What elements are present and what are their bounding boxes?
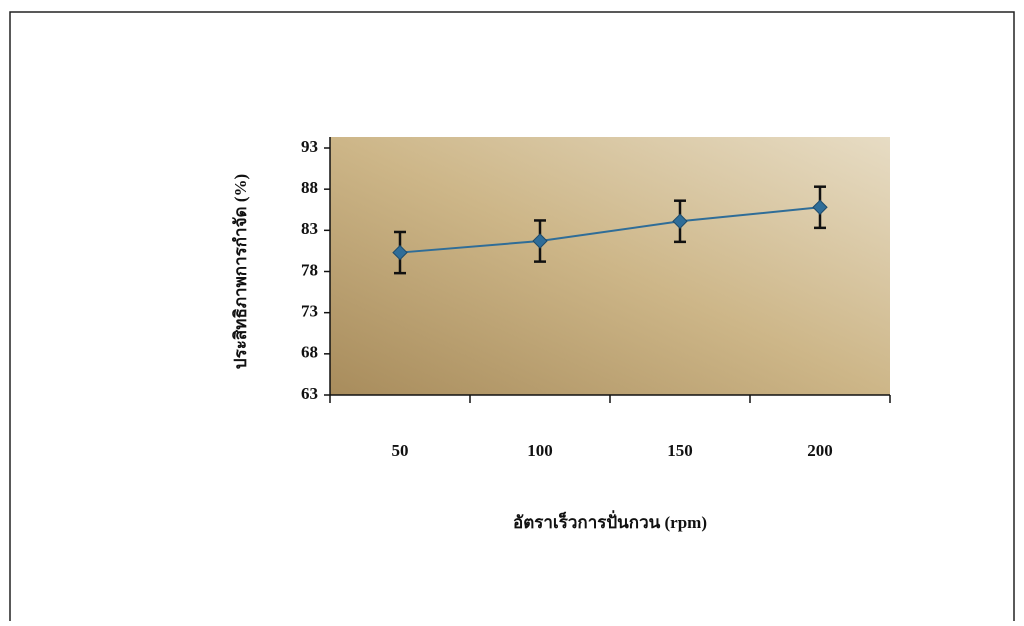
x-tick-label: 150 (667, 441, 693, 460)
data-point (812, 199, 828, 215)
page-frame (9, 11, 1015, 626)
data-point (392, 244, 408, 261)
plot-area (330, 137, 890, 395)
x-axis-label: อัตราเร็วการปั่นกวน (rpm) (513, 510, 707, 532)
y-tick-label: 93 (301, 137, 318, 156)
data-line (399, 206, 821, 254)
y-tick-label: 68 (301, 343, 318, 362)
data-point (532, 233, 548, 249)
y-axis-label: ประสิทธิภาพการกำจัด (%) (231, 174, 250, 369)
x-tick-label: 200 (807, 441, 833, 460)
data-point (672, 213, 688, 229)
y-tick-label: 63 (301, 384, 318, 403)
x-tick-label: 50 (392, 441, 409, 460)
y-tick-label: 73 (301, 302, 318, 321)
x-tick-label: 100 (527, 441, 553, 460)
y-tick-label: 78 (301, 260, 318, 279)
y-tick-label: 88 (301, 178, 318, 197)
y-tick-label: 83 (301, 219, 318, 238)
